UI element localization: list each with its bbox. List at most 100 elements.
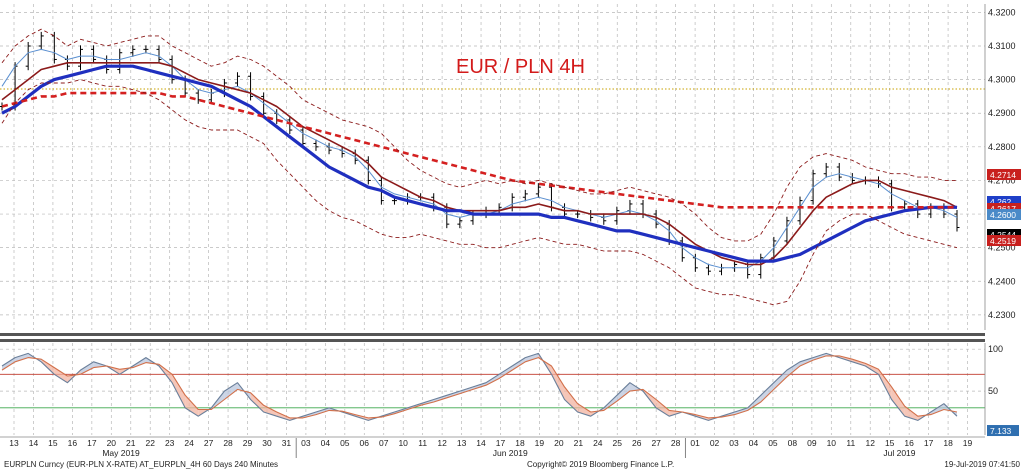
x-date-label: 21 xyxy=(574,438,584,448)
price-badge-label: 4.2714 xyxy=(990,170,1016,180)
osc-fill-segment xyxy=(577,403,591,417)
osc-fill-segment xyxy=(760,382,774,402)
x-date-label: 24 xyxy=(593,438,603,448)
x-date-label: 11 xyxy=(418,438,427,448)
x-month-label: Jun 2019 xyxy=(493,448,528,458)
osc-fill-segment xyxy=(773,370,787,390)
x-date-label: 05 xyxy=(340,438,350,448)
series-stoch_k xyxy=(1,352,958,421)
x-date-label: 28 xyxy=(223,438,233,448)
x-date-label: 03 xyxy=(729,438,739,448)
x-date-label: 15 xyxy=(48,438,58,448)
x-date-label: 30 xyxy=(262,438,272,448)
osc-fill-segment xyxy=(564,386,578,413)
x-date-label: 21 xyxy=(126,438,136,448)
oscillator-series-layer xyxy=(1,352,958,421)
series-sma_200 xyxy=(1,91,957,209)
price-badge xyxy=(987,229,1021,240)
osc-fill-segment xyxy=(433,395,447,402)
main-grid xyxy=(0,4,985,330)
x-date-label: 17 xyxy=(924,438,934,448)
price-badge xyxy=(987,196,1021,207)
y-tick-label: 4.2500 xyxy=(988,243,1016,253)
pane-divider-top xyxy=(0,333,985,336)
x-date-label: 27 xyxy=(651,438,661,448)
osc-fill-segment xyxy=(800,357,814,366)
osc-fill-segment xyxy=(67,370,81,383)
y-tick-label: 4.3000 xyxy=(988,75,1016,85)
x-date-label: 24 xyxy=(184,438,194,448)
x-date-label: 08 xyxy=(788,438,798,448)
axis-layer: 13 14 15 16 17 20 21 22 23 24 27 28 29 30 31 03 04 05 06 07… xyxy=(0,4,1016,458)
x-date-label: 09 xyxy=(807,438,817,448)
osc-fill-segment xyxy=(446,391,460,398)
osc-fill-segment xyxy=(80,361,94,375)
x-date-label: 10 xyxy=(827,438,837,448)
y-tick-label: 4.2700 xyxy=(988,175,1016,185)
series-bb_lower xyxy=(1,79,958,306)
osc-y-tick-label: 50 xyxy=(988,386,998,396)
price-badge xyxy=(987,203,1021,214)
x-date-label: 16 xyxy=(68,438,78,448)
x-date-label: 02 xyxy=(710,438,720,448)
x-date-label: 27 xyxy=(204,438,214,448)
osc-fill-segment xyxy=(551,365,565,400)
osc-fill-segment xyxy=(472,382,487,390)
osc-fill-segment xyxy=(54,367,68,383)
price-badge xyxy=(987,235,1021,246)
x-date-label: 15 xyxy=(885,438,895,448)
x-date-label: 04 xyxy=(321,438,331,448)
x-date-label: 17 xyxy=(496,438,506,448)
series-ema_mid xyxy=(1,62,958,266)
osc-fill-segment xyxy=(878,369,892,400)
x-date-label: 23 xyxy=(165,438,175,448)
x-date-label: 13 xyxy=(9,438,19,448)
x-date-label: 14 xyxy=(29,438,39,448)
x-date-label: 03 xyxy=(301,438,311,448)
osc-fill-segment xyxy=(891,386,905,417)
osc-fill-segment xyxy=(263,405,277,417)
x-month-label: Jul 2019 xyxy=(883,448,915,458)
x-date-label: 06 xyxy=(360,438,370,448)
osc-fill-segment xyxy=(786,361,801,377)
y-tick-label: 4.2900 xyxy=(988,108,1016,118)
y-tick-label: 4.3100 xyxy=(988,41,1016,51)
x-date-label: 01 xyxy=(690,438,700,448)
y-tick-label: 4.2300 xyxy=(988,310,1016,320)
osc-fill-segment xyxy=(499,365,513,379)
osc-fill-segment xyxy=(2,357,16,371)
price-badge xyxy=(987,169,1021,180)
y-tick-label: 4.3200 xyxy=(988,7,1016,17)
osc-fill-segment xyxy=(734,407,748,415)
osc-fill-segment xyxy=(813,353,827,361)
x-date-label: 10 xyxy=(398,438,408,448)
osc-value-badge-label: 7.133 xyxy=(990,426,1012,436)
x-date-label: 13 xyxy=(457,438,467,448)
x-date-label: 26 xyxy=(632,438,642,448)
chart-title: EUR / PLN 4H xyxy=(456,56,585,78)
footer-instrument: EURPLN Curncy (EUR-PLN X-RATE) AT_EURPLN… xyxy=(4,460,278,469)
x-date-label: 29 xyxy=(243,438,253,448)
main-series-layer xyxy=(0,28,985,306)
x-date-label: 12 xyxy=(866,438,876,448)
footer-copyright: Copyright© 2019 Bloomberg Finance L.P. xyxy=(527,460,674,469)
x-date-label: 31 xyxy=(282,438,292,448)
x-date-label: 20 xyxy=(554,438,564,448)
price-badge xyxy=(987,209,1021,220)
x-date-label: 18 xyxy=(515,438,525,448)
osc-fill-segment xyxy=(459,386,473,394)
series-sma_long xyxy=(1,64,957,263)
osc-fill-segment xyxy=(224,382,238,400)
osc-fill-segment xyxy=(250,392,264,413)
x-date-label: 17 xyxy=(87,438,97,448)
osc-fill-segment xyxy=(185,395,199,417)
x-date-label: 05 xyxy=(768,438,778,448)
price-badge-label: 4.2519 xyxy=(990,236,1016,246)
x-date-label: 20 xyxy=(107,438,117,448)
y-tick-label: 4.2800 xyxy=(988,142,1016,152)
osc-fill-segment xyxy=(525,353,539,362)
x-date-label: 28 xyxy=(671,438,681,448)
x-date-label: 19 xyxy=(963,438,973,448)
